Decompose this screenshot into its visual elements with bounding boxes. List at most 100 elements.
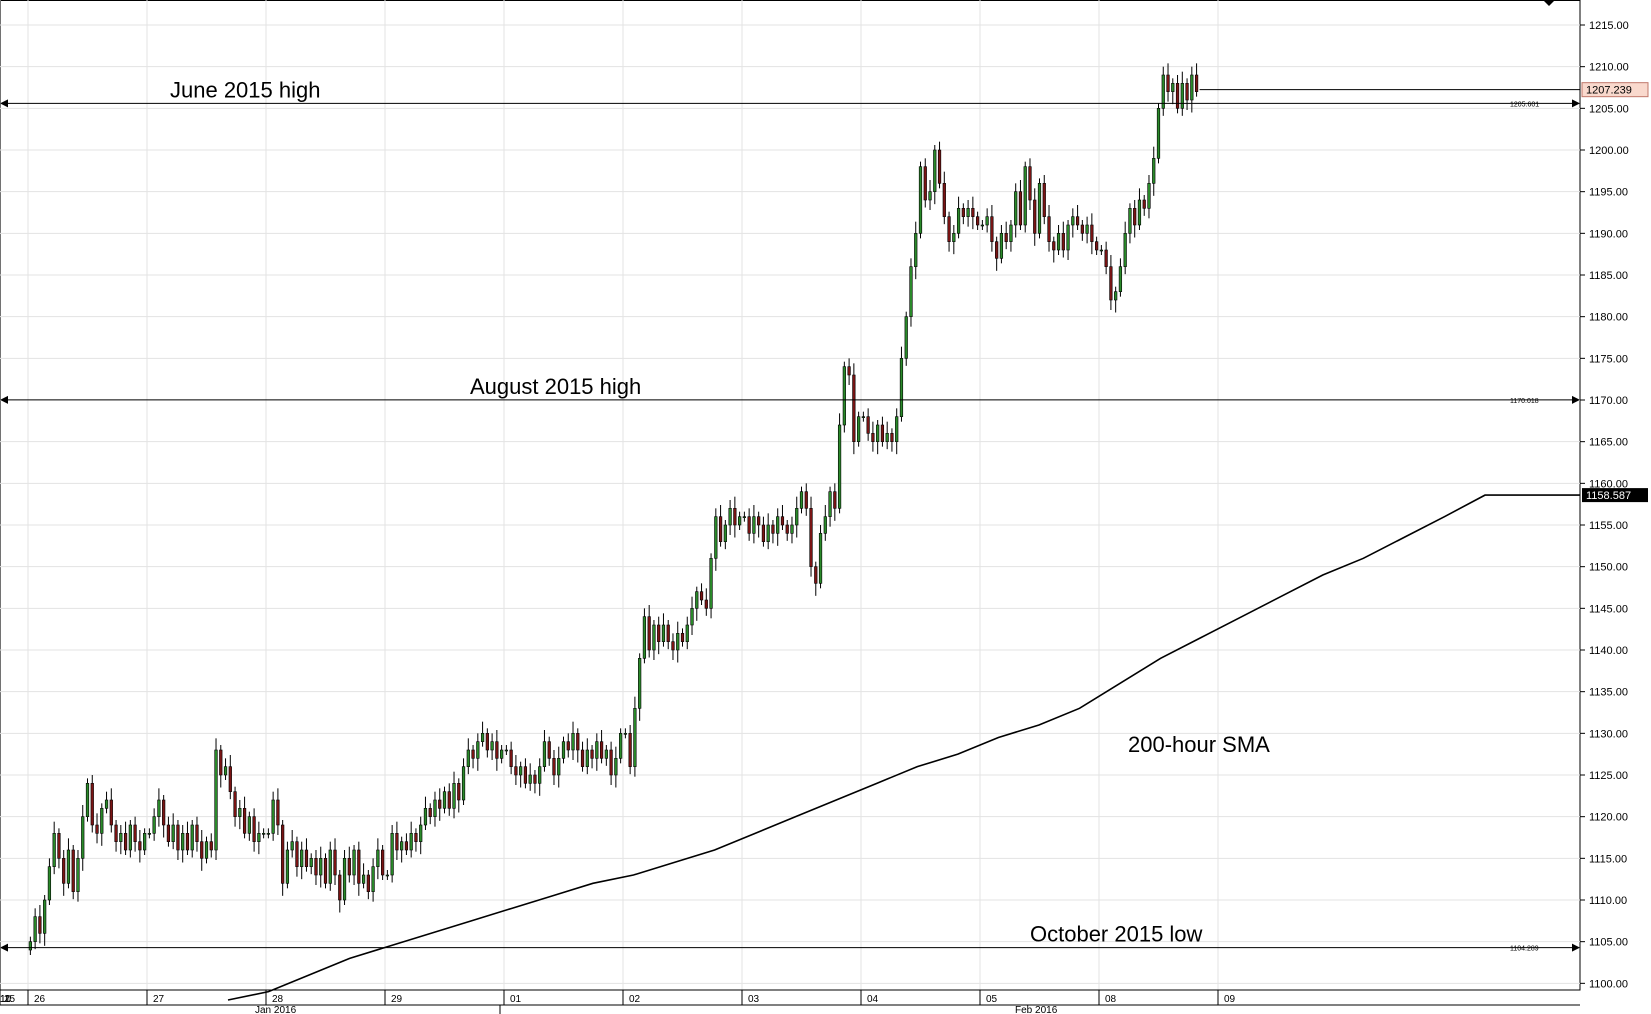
candle-body	[742, 516, 746, 518]
candle-body	[1109, 266, 1113, 301]
candle-body	[52, 833, 56, 867]
candle-body	[804, 491, 808, 509]
candle-body	[704, 599, 708, 609]
candle-body	[428, 808, 432, 817]
y-tick-label: 1180.00	[1589, 312, 1628, 324]
y-tick-label: 1200.00	[1589, 145, 1629, 157]
candle-body	[918, 166, 923, 234]
candle-body	[514, 766, 518, 776]
candle-body	[795, 508, 799, 526]
candle-body	[266, 833, 270, 835]
candle-body	[956, 208, 961, 234]
candle-body	[614, 758, 618, 776]
y-tick-label: 1105.00	[1589, 937, 1628, 949]
candle-body	[404, 841, 409, 851]
plot-frame	[0, 0, 1581, 991]
candle-body	[257, 833, 261, 842]
candle-body	[609, 749, 613, 776]
y-tick-label: 1175.00	[1589, 353, 1628, 365]
candle-body	[200, 841, 204, 859]
candle-body	[176, 824, 180, 851]
candle-body	[466, 749, 470, 767]
candle-body	[680, 633, 685, 642]
last-price-badge	[1581, 82, 1649, 98]
y-tick-label: 1110.00	[1589, 895, 1627, 907]
candle-body	[162, 799, 166, 826]
candle-body	[561, 741, 566, 759]
candle-body	[885, 433, 889, 442]
candle-body	[138, 841, 142, 851]
candle-body	[338, 874, 342, 901]
candle-body	[961, 208, 965, 217]
candle-body	[504, 749, 508, 752]
candle-body	[909, 266, 913, 317]
y-tick-label: 1215.00	[1589, 20, 1629, 32]
candle-body	[1075, 216, 1080, 226]
candle-body	[695, 591, 699, 609]
candle-body	[790, 524, 794, 534]
level-arrow-right	[1572, 395, 1580, 404]
x-day-label: 02	[629, 994, 641, 1005]
candle-body	[314, 858, 318, 876]
candle-body	[509, 749, 513, 767]
candle-body	[85, 783, 90, 817]
candle-body	[847, 366, 851, 376]
candle-body	[457, 783, 461, 801]
candle-body	[147, 833, 151, 835]
candle-body	[814, 566, 818, 584]
candle-body	[323, 858, 328, 884]
level-value-label: 1170.018	[1510, 398, 1539, 405]
candle-body	[633, 708, 637, 767]
y-tick-label: 1205.00	[1589, 103, 1629, 115]
candle-body	[1161, 74, 1165, 109]
candle-body	[490, 741, 494, 751]
candle-body	[1152, 158, 1156, 184]
candle-body	[861, 416, 865, 418]
candle-body	[933, 149, 937, 192]
y-tick-label: 1165.00	[1589, 437, 1628, 449]
candle-body	[837, 424, 842, 509]
candle-body	[995, 241, 999, 259]
candle-body	[890, 433, 894, 442]
sma-value-badge	[1582, 488, 1648, 503]
level-label: October 2015 low	[1030, 922, 1203, 947]
candle-body	[166, 824, 171, 842]
candle-body	[381, 849, 385, 876]
x-day-label: 27	[153, 994, 165, 1005]
candle-body	[1066, 224, 1070, 251]
candle-body	[747, 516, 751, 534]
candle-body	[699, 591, 704, 601]
sma-line-group	[227, 494, 1580, 1001]
candle-body	[818, 533, 823, 584]
candle-body	[81, 816, 85, 859]
candle-body	[552, 758, 556, 776]
last-price-label: 1207.239	[1586, 85, 1632, 97]
candle-body	[557, 758, 561, 776]
candle-body	[528, 774, 532, 784]
candle-body	[709, 558, 713, 609]
candle-body	[452, 783, 456, 809]
candle-body	[1056, 233, 1061, 251]
candle-body	[566, 741, 570, 751]
candles	[28, 63, 1199, 955]
candle-body	[304, 849, 309, 867]
candle-body	[880, 424, 885, 442]
x-day-label: 26	[34, 994, 46, 1005]
candle-body	[438, 799, 442, 809]
candle-body	[971, 208, 975, 217]
candle-body	[1166, 74, 1170, 92]
candle-body	[357, 849, 361, 884]
level-arrow-left	[0, 99, 8, 108]
candle-body	[195, 824, 199, 842]
sma-label: 200-hour SMA	[1128, 732, 1270, 757]
y-tick-label: 1130.00	[1589, 728, 1628, 740]
candle-body	[1085, 224, 1089, 234]
candle-body	[757, 516, 761, 526]
candle-body	[442, 791, 447, 809]
candle-body	[576, 733, 580, 751]
level-arrow-left	[0, 395, 8, 404]
candle-body	[738, 516, 742, 526]
candle-body	[1018, 191, 1023, 226]
x-day-label: 25	[4, 994, 16, 1005]
candle-body	[204, 841, 209, 859]
